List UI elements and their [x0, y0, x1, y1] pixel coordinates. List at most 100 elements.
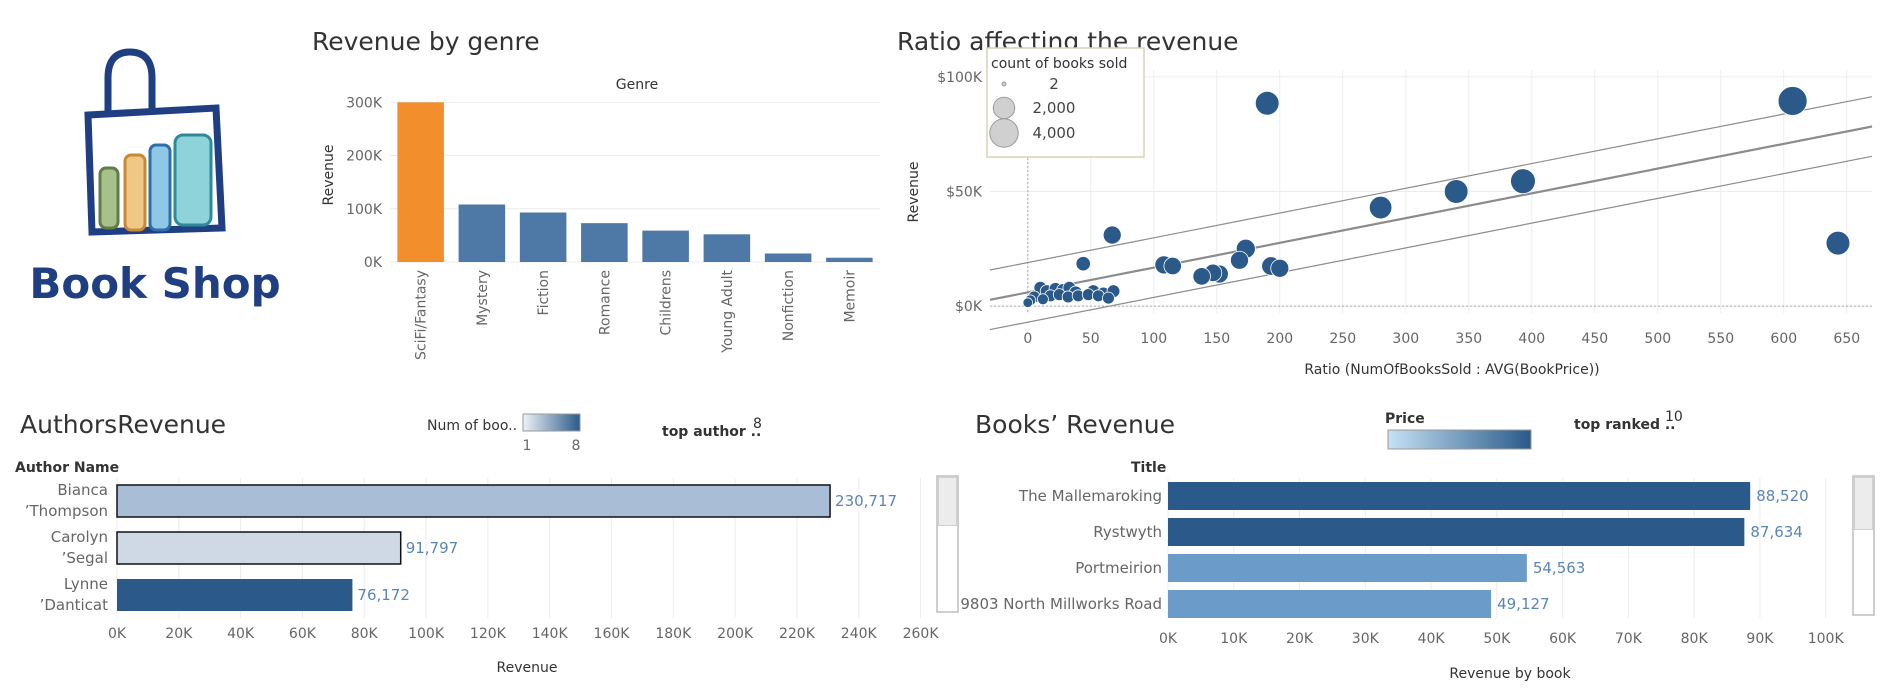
- genre-y-tick: 100K: [346, 202, 383, 218]
- books-scrollbar-thumb[interactable]: [1854, 477, 1873, 530]
- genre-bar: [703, 234, 751, 262]
- genre-bar: [397, 102, 444, 263]
- authors-color-legend-label: Num of boo..: [427, 418, 517, 434]
- book-title-label: 9803 North Millworks Road: [960, 595, 1162, 613]
- ratio-point: [1825, 230, 1851, 256]
- books-x-tick: 0K: [1159, 631, 1178, 647]
- author-value-label: 91,797: [406, 539, 459, 557]
- genre-y-tick: 300K: [346, 95, 383, 111]
- ratio-point: [1022, 297, 1034, 308]
- genre-bar: [581, 223, 628, 262]
- size-legend-title: count of books sold: [991, 56, 1127, 72]
- books-x-tick: 30K: [1352, 631, 1380, 647]
- authors-legend-max: 8: [572, 438, 581, 454]
- books-x-tick: 40K: [1418, 631, 1446, 647]
- ratio-x-tick: 100: [1140, 331, 1167, 347]
- ratio-x-tick: 650: [1833, 331, 1860, 347]
- ratio-y-tick: $100K: [937, 70, 983, 86]
- books-x-tick: 90K: [1746, 631, 1774, 647]
- ratio-point: [1163, 256, 1182, 276]
- ratio-x-tick: 400: [1518, 331, 1545, 347]
- author-name-label: Bianca: [57, 481, 108, 499]
- books-revenue-chart: Books’ Revenue Title Revenue by book Pri…: [960, 409, 1875, 682]
- books-x-label: Revenue by book: [1449, 666, 1571, 682]
- authors-x-tick: 0K: [108, 626, 127, 642]
- authors-chart-title: AuthorsRevenue: [20, 410, 226, 439]
- book-title-label: Portmeirion: [1075, 559, 1162, 577]
- ratio-x-tick: 600: [1770, 331, 1797, 347]
- ratio-point: [1270, 258, 1290, 278]
- ratio-x-tick: 50: [1082, 331, 1100, 347]
- genre-category-label: Mystery: [475, 270, 491, 326]
- price-color-legend: [1387, 429, 1532, 450]
- genre-header: Genre: [616, 77, 658, 93]
- top-ranked-param-value[interactable]: 10: [1665, 409, 1683, 425]
- ratio-y-label: Revenue: [906, 162, 922, 223]
- author-name-label: ’Danticat: [40, 596, 109, 614]
- size-legend-marker: [1001, 81, 1007, 87]
- ratio-point: [1510, 168, 1536, 195]
- ratio-point: [1192, 267, 1211, 286]
- author-name-label: ’Segal: [62, 549, 108, 567]
- author-value-label: 76,172: [357, 586, 410, 604]
- ratio-point: [1102, 291, 1115, 305]
- ratio-point: [1777, 86, 1808, 116]
- authors-x-tick: 140K: [532, 626, 569, 642]
- genre-category-label: Young Adult: [720, 269, 736, 353]
- genre-category-label: Nonfiction: [781, 270, 797, 341]
- author-bar: [116, 531, 402, 565]
- book-shop-logo: Book Shop: [29, 48, 281, 308]
- authors-x-tick: 80K: [351, 626, 379, 642]
- books-x-tick: 50K: [1483, 631, 1511, 647]
- price-legend-label: Price: [1385, 411, 1425, 427]
- book-title-label: Rystwyth: [1093, 523, 1162, 541]
- book-value-label: 88,520: [1756, 487, 1809, 505]
- ratio-point: [1037, 293, 1049, 306]
- genre-bar: [519, 212, 567, 262]
- authors-x-tick: 180K: [655, 626, 692, 642]
- genre-category-label: SciFi/Fantasy: [414, 270, 430, 360]
- ratio-x-tick: 150: [1203, 331, 1230, 347]
- logo-text: Book Shop: [29, 259, 280, 308]
- genre-bar: [764, 253, 812, 262]
- ratio-x-tick: 350: [1455, 331, 1482, 347]
- size-legend-marker: [992, 96, 1016, 120]
- ratio-y-tick: $0K: [955, 299, 983, 315]
- ratio-x-tick: 300: [1392, 331, 1419, 347]
- books-x-tick: 60K: [1549, 631, 1577, 647]
- books-x-tick: 100K: [1808, 631, 1845, 647]
- book-title-label: The Mallemaroking: [1018, 487, 1162, 505]
- ratio-x-tick: 200: [1266, 331, 1293, 347]
- authors-scrollbar-thumb[interactable]: [938, 477, 957, 526]
- authors-x-tick: 60K: [289, 626, 317, 642]
- authors-x-label: Revenue: [497, 660, 558, 676]
- author-name-label: Carolyn: [51, 528, 108, 546]
- genre-bar: [826, 257, 873, 262]
- book-value-label: 54,563: [1533, 559, 1586, 577]
- authors-x-tick: 220K: [779, 626, 816, 642]
- ratio-x-tick: 500: [1644, 331, 1671, 347]
- books-row-header: Title: [1131, 460, 1166, 476]
- ratio-point: [1102, 225, 1122, 245]
- top-ranked-param-label[interactable]: top ranked ..: [1574, 417, 1676, 433]
- genre-y-tick: 200K: [346, 149, 383, 165]
- genre-category-label: Romance: [597, 270, 613, 335]
- author-name-label: Lynne: [64, 575, 108, 593]
- genre-y-tick: 0K: [364, 255, 383, 271]
- books-x-tick: 10K: [1220, 631, 1248, 647]
- top-author-param-label[interactable]: top author ..: [662, 424, 761, 440]
- books-x-tick: 20K: [1286, 631, 1314, 647]
- book-value-label: 87,634: [1750, 523, 1803, 541]
- size-legend-entry: 4,000: [1033, 124, 1076, 142]
- author-bar: [116, 484, 831, 518]
- ratio-point: [1254, 90, 1280, 116]
- authors-x-tick: 160K: [594, 626, 631, 642]
- authors-x-tick: 20K: [165, 626, 193, 642]
- authors-x-tick: 40K: [227, 626, 255, 642]
- top-author-param-value[interactable]: 8: [753, 416, 762, 432]
- authors-color-legend: [522, 413, 581, 432]
- authors-x-tick: 260K: [903, 626, 940, 642]
- books-chart-title: Books’ Revenue: [975, 410, 1175, 439]
- authors-x-tick: 200K: [717, 626, 754, 642]
